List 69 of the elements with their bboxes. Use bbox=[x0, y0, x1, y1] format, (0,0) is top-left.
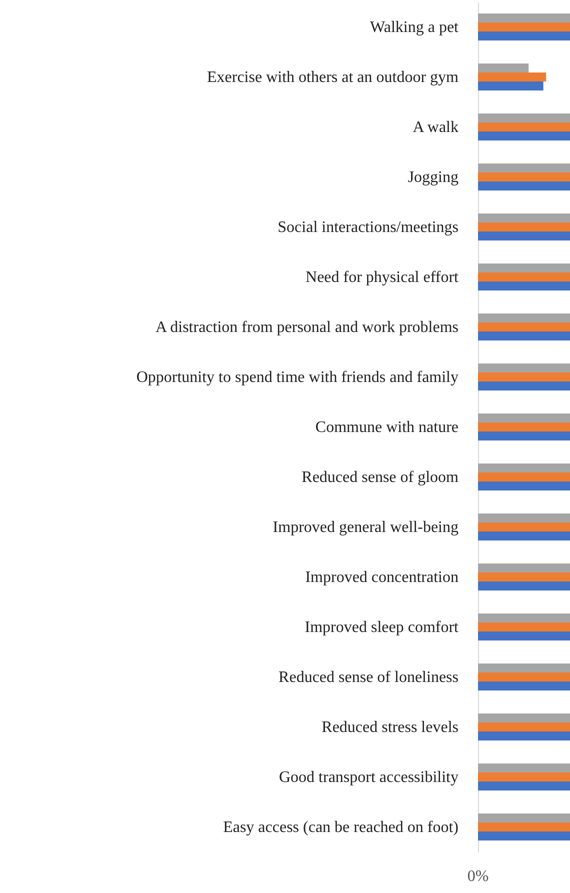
bar bbox=[478, 764, 570, 772]
bar bbox=[478, 64, 529, 72]
bar bbox=[478, 114, 570, 122]
bar bbox=[478, 714, 570, 722]
y-tick-label: A distraction from personal and work problems bbox=[155, 319, 458, 336]
bar bbox=[478, 282, 570, 290]
bar bbox=[478, 332, 570, 340]
y-tick-label: Reduced sense of loneliness bbox=[278, 669, 458, 686]
bar bbox=[478, 564, 570, 572]
y-tick-label: Walking a pet bbox=[370, 19, 460, 36]
y-tick-label: Good transport accessibility bbox=[278, 769, 458, 786]
bar bbox=[478, 172, 570, 182]
y-tick-label: Improved general well-being bbox=[272, 519, 458, 536]
bar bbox=[478, 582, 570, 590]
bar bbox=[478, 364, 570, 372]
y-tick-label: A walk bbox=[412, 119, 458, 136]
bar bbox=[478, 122, 570, 132]
bar bbox=[478, 672, 570, 682]
bar bbox=[478, 682, 570, 690]
bar bbox=[478, 664, 570, 672]
bar bbox=[478, 322, 570, 332]
bar bbox=[478, 132, 570, 140]
bar bbox=[478, 182, 570, 190]
y-tick-label: Reduced sense of gloom bbox=[302, 469, 460, 486]
bar bbox=[478, 772, 570, 782]
bar bbox=[478, 82, 544, 90]
annotation: 0% bbox=[467, 868, 489, 885]
bar bbox=[478, 214, 570, 222]
bar bbox=[478, 572, 570, 582]
bar bbox=[478, 264, 570, 272]
y-tick-label: Exercise with others at an outdoor gym bbox=[207, 69, 460, 86]
bar bbox=[478, 464, 570, 472]
y-tick-label: Opportunity to spend time with friends and family bbox=[136, 369, 458, 386]
y-tick-label: Social interactions/meetings bbox=[278, 219, 458, 236]
bar bbox=[478, 522, 570, 532]
bar bbox=[478, 722, 570, 732]
bar bbox=[478, 632, 570, 640]
bar bbox=[478, 32, 570, 40]
bar bbox=[478, 814, 570, 822]
y-tick-label: Jogging bbox=[408, 169, 458, 186]
bar bbox=[478, 472, 570, 482]
bar bbox=[478, 272, 570, 282]
bar bbox=[478, 414, 570, 422]
bar bbox=[478, 482, 570, 490]
bar bbox=[478, 22, 570, 32]
bar bbox=[478, 422, 570, 432]
bar bbox=[478, 372, 570, 382]
bar bbox=[478, 314, 570, 322]
bar bbox=[478, 432, 570, 440]
bar bbox=[478, 232, 570, 240]
bar bbox=[478, 164, 570, 172]
y-tick-label: Commune with nature bbox=[315, 419, 458, 436]
bar bbox=[478, 532, 570, 540]
y-tick-label: Easy access (can be reached on foot) bbox=[223, 819, 458, 836]
bar bbox=[478, 622, 570, 632]
y-tick-label: Reduced stress levels bbox=[322, 719, 458, 736]
bar bbox=[478, 222, 570, 232]
y-tick-label: Improved concentration bbox=[305, 569, 458, 586]
bar bbox=[478, 72, 546, 82]
bar bbox=[478, 382, 570, 390]
bar bbox=[478, 822, 570, 832]
y-tick-label: Improved sleep comfort bbox=[304, 619, 460, 636]
bar bbox=[478, 514, 570, 522]
bar bbox=[478, 732, 570, 740]
y-tick-label: Need for physical effort bbox=[306, 269, 460, 286]
bar bbox=[478, 782, 570, 790]
bar bbox=[478, 14, 570, 22]
bar bbox=[478, 832, 570, 840]
bar bbox=[478, 614, 570, 622]
